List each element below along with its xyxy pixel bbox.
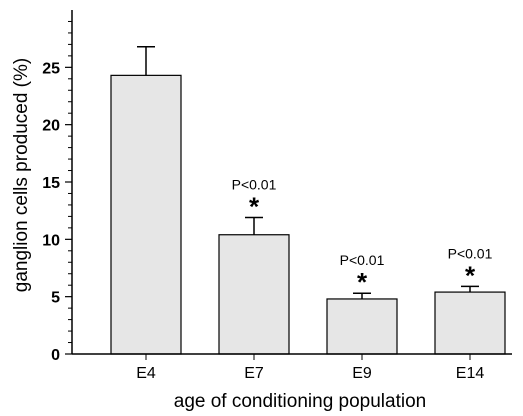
y-tick-label-25: 25: [42, 60, 60, 77]
x-tick-label-e7: E7: [244, 365, 264, 382]
p-value-label-e9: P<0.01: [340, 252, 385, 268]
significance-star-e7: *: [249, 192, 260, 222]
p-value-label-e14: P<0.01: [448, 245, 493, 261]
x-tick-label-e9: E9: [352, 365, 372, 382]
significance-star-e9: *: [357, 267, 368, 297]
y-tick-label-0: 0: [51, 347, 60, 364]
y-tick-label-15: 15: [42, 175, 60, 192]
significance-star-e14: *: [465, 260, 476, 290]
x-tick-label-e14: E14: [456, 365, 485, 382]
y-tick-label-20: 20: [42, 118, 60, 135]
x-axis-title: age of conditioning population: [174, 391, 426, 412]
x-tick-label-e4: E4: [136, 365, 156, 382]
y-tick-label-5: 5: [51, 290, 60, 307]
bars-layer: *P<0.01*P<0.01*P<0.01: [110, 45, 506, 355]
y-axis-title: ganglion cells produced (%): [11, 58, 32, 292]
bar-e9: [326, 298, 398, 355]
bar-e4: [110, 74, 182, 355]
bar-e7: [218, 234, 290, 355]
p-value-label-e7: P<0.01: [232, 177, 277, 193]
axes-layer: E4 E7 E9 E14 0 5 10 15 20 25: [42, 10, 512, 382]
bar-e14: [434, 291, 506, 355]
y-tick-label-10: 10: [42, 232, 60, 249]
